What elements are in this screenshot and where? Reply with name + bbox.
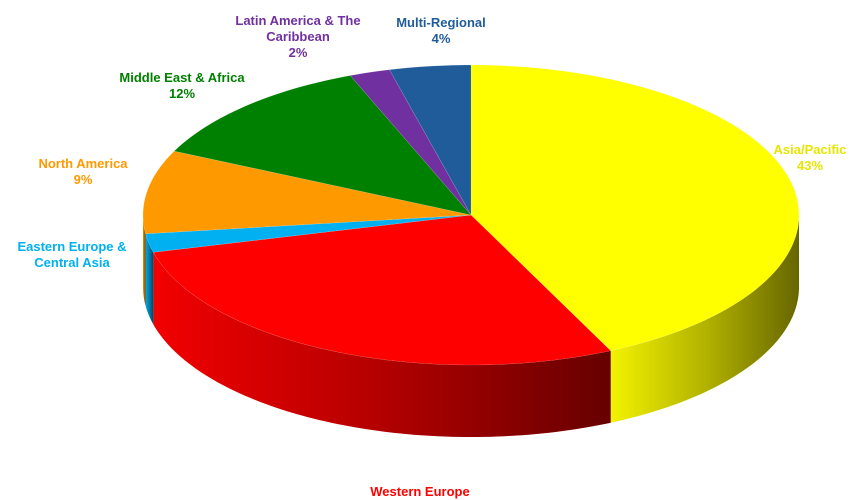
slice [349, 69, 472, 216]
value-label: 43% [796, 158, 824, 173]
category-name: North America [38, 156, 128, 171]
slice [389, 64, 472, 216]
slice [152, 214, 612, 437]
slice-label: North America 9% [13, 156, 153, 188]
category-name: Middle East & Africa [119, 70, 245, 85]
category-name: Latin America & The Caribbean [235, 13, 361, 44]
value-label: 9% [73, 172, 93, 187]
value-label: 12% [168, 86, 196, 101]
slice-top [142, 150, 472, 235]
slice-label: Eastern Europe & Central Asia [0, 239, 147, 271]
slice-top [145, 214, 472, 253]
slice-label: Middle East & Africa 12% [102, 70, 262, 102]
slice-top [349, 69, 472, 216]
slice-side-shade [610, 215, 799, 423]
slice-label: Western Europe [320, 484, 520, 500]
category-name: Multi-Regional [396, 15, 486, 30]
slice-label: Asia/Pacific 43% [750, 142, 853, 174]
slice-top [173, 75, 472, 216]
slice-side-shade [145, 233, 154, 325]
slice-top [152, 214, 612, 366]
slice [173, 75, 472, 216]
value-label: 4% [431, 31, 451, 46]
slice-label: Latin America & The Caribbean 2% [213, 13, 383, 61]
category-name: Western Europe [370, 484, 470, 499]
slice-side-shade [143, 215, 146, 306]
category-name: Eastern Europe & Central Asia [17, 239, 127, 270]
slice [470, 64, 800, 423]
slice [142, 150, 472, 306]
category-name: Asia/Pacific [773, 142, 847, 157]
slice-side-shade [153, 252, 611, 437]
slice-top [470, 64, 800, 351]
value-label: 2% [288, 45, 308, 60]
slice-label: Multi-Regional 4% [371, 15, 511, 47]
slice-top [389, 64, 472, 216]
slice [145, 214, 472, 325]
